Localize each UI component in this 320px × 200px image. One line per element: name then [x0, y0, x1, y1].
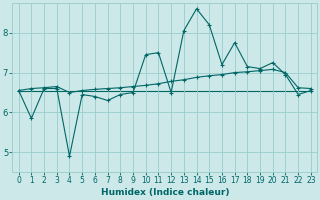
X-axis label: Humidex (Indice chaleur): Humidex (Indice chaleur): [100, 188, 229, 197]
